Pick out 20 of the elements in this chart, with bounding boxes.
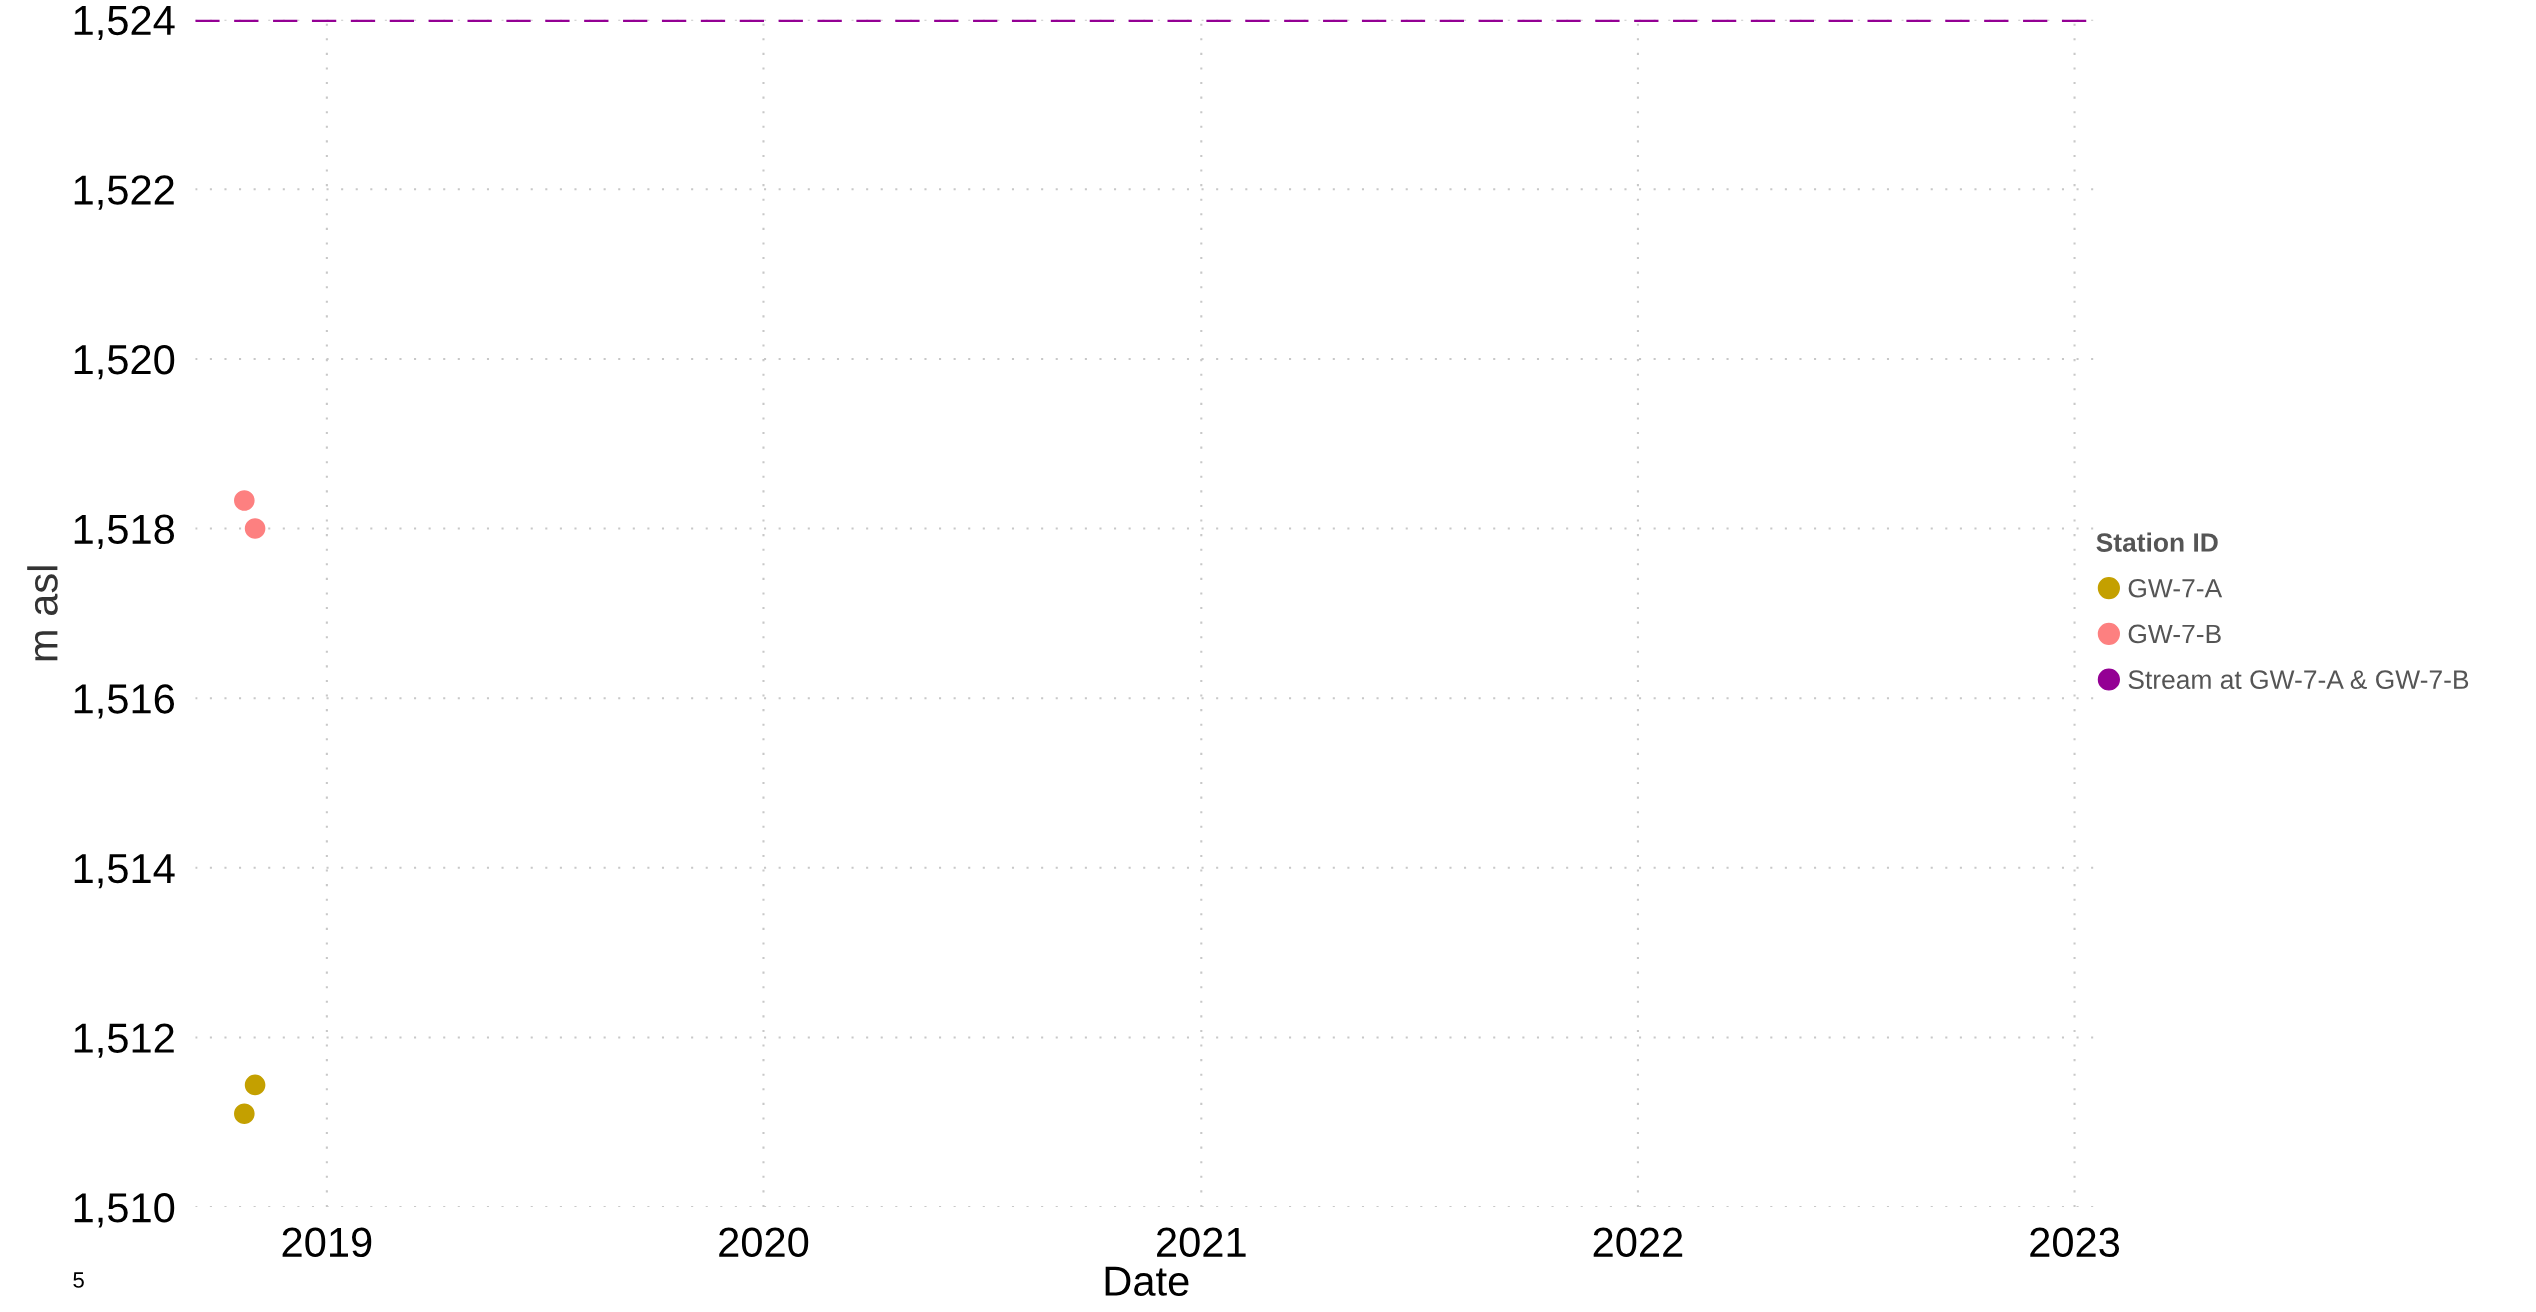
text: 5 [73,1272,84,1288]
y-tick-label: 1,520 [74,344,175,380]
y-tick-label: 1,516 [74,684,175,719]
y-tick-label: 1,510 [74,1193,175,1228]
legend-label: GW-7-A [2128,578,2223,598]
x-tick-label: 2020 [719,1227,809,1258]
y-tick-label: 1,522 [74,175,174,210]
y-axis-title: m asl [27,566,58,661]
y-tick-label: 1,512 [74,1023,174,1058]
legend-title: Station ID [2096,532,2218,552]
x-tick-label: 2019 [282,1227,372,1258]
legend-label: Stream at GW-7-A & GW-7-B [2128,670,2469,690]
y-tick-label: 1,524 [74,5,175,41]
y-tick-label: 1,518 [74,514,175,549]
x-tick-label: 2021 [1157,1227,1246,1258]
legend-label: GW-7-B [2128,624,2221,644]
x-tick-label: 2023 [2030,1227,2120,1258]
x-axis-title: Date [1105,1266,1189,1296]
x-tick-label: 2022 [1593,1227,1683,1258]
y-tick-label: 1,514 [74,854,175,889]
